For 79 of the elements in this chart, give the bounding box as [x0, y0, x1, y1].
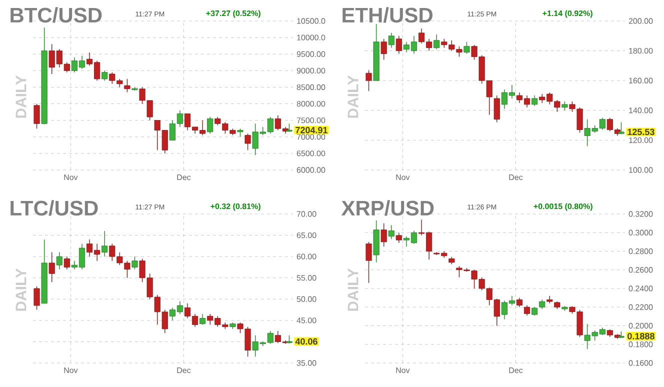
y-tick-label: 7500.00 [296, 117, 326, 124]
x-tick-label: Nov [64, 174, 78, 180]
candlestick [380, 222, 387, 247]
y-tick-label: 100.00 [629, 167, 653, 173]
candlestick [48, 252, 55, 282]
x-tick-label: Nov [64, 368, 78, 374]
candlestick [388, 224, 394, 240]
candlestick [102, 230, 108, 257]
candlestick [64, 256, 70, 270]
y-tick-label: 70.00 [296, 211, 316, 217]
candlestick [132, 256, 138, 270]
y-tick-label: 8500.00 [296, 84, 326, 90]
candlestick [524, 304, 530, 316]
text: +37.27 (0.52%) [206, 10, 260, 18]
text: +0.32 (0.81%) [210, 203, 260, 211]
y-tick-label: 10000.0 [297, 34, 326, 40]
y-tick-label: 50.00 [296, 296, 316, 302]
candlestick [388, 32, 394, 48]
y-tick-label: 10500.0 [297, 18, 326, 24]
y-tick-label: 0.3000 [628, 230, 653, 236]
candlestick [34, 286, 40, 310]
y-tick-label: 180.00 [629, 48, 653, 54]
y-tick-label: 0.2200 [628, 304, 653, 310]
x-tick-label: Dec [509, 174, 523, 180]
x-tick-label: Dec [509, 368, 523, 374]
chart-title: LTC/USD [10, 200, 98, 216]
annotation: 7204.91 [296, 126, 328, 134]
y-tick-label: 55.00 [296, 275, 316, 281]
candlestick [532, 95, 538, 106]
candlestick [516, 297, 523, 308]
candlestick [200, 314, 206, 326]
candlestick [539, 299, 546, 310]
y-tick-label: 0.2400 [628, 286, 653, 292]
text: +1.14 (0.92%) [542, 10, 592, 18]
chart-title: XRP/USD [341, 200, 434, 216]
candlestick [366, 242, 372, 284]
candlestick [244, 133, 251, 150]
candlestick [396, 36, 402, 54]
x-tick-label: Dec [177, 368, 191, 374]
x-tick-label: Dec [177, 174, 191, 180]
annotation: 40.06 [295, 338, 318, 345]
y-tick-label: 0.3200 [628, 211, 653, 217]
candlestick [102, 70, 108, 81]
candlestick [464, 42, 470, 54]
candlestick [366, 70, 372, 92]
y-tick-label: 6000.00 [296, 167, 326, 173]
candlestick [380, 38, 387, 60]
y-tick-label: 9000.00 [296, 68, 326, 74]
text: +0.0015 (0.80%) [534, 203, 592, 211]
y-tick-label: 9500.00 [296, 51, 326, 57]
candlestick [396, 232, 402, 244]
candlestick [494, 95, 500, 123]
y-tick-label: 0.2800 [628, 248, 653, 254]
x-tick-label: Nov [396, 174, 410, 180]
annotation: 125.53 [628, 128, 654, 136]
y-tick-label: 65.00 [296, 232, 316, 238]
y-tick-label: 8000.00 [296, 100, 326, 107]
candlestick [56, 252, 62, 270]
chart-title: ETH/USD [342, 7, 432, 23]
candlestick [434, 34, 440, 50]
y-tick-label: 120.00 [629, 137, 653, 144]
candlestick [34, 103, 40, 129]
chart-title: BTC/USD [10, 7, 102, 23]
y-tick-label: 0.1800 [628, 342, 653, 348]
x-tick-label: Nov [396, 368, 410, 374]
candlestick [207, 116, 214, 134]
y-tick-label: 45.00 [296, 318, 316, 324]
y-tick-label: 60.00 [296, 254, 316, 260]
y-tick-label: 0.2600 [628, 267, 653, 273]
y-tick-label: 35.00 [296, 360, 316, 366]
y-tick-label: 7000.00 [296, 134, 326, 140]
y-tick-label: 0.2000 [628, 322, 653, 329]
y-tick-label: 0.1600 [628, 360, 653, 366]
y-tick-label: 140.00 [629, 108, 653, 114]
annotation: 0.1888 [628, 332, 654, 340]
candlestick [124, 78, 130, 93]
y-tick-label: 200.00 [628, 18, 653, 24]
y-tick-label: 6500.00 [296, 150, 326, 156]
y-tick-label: 160.00 [629, 78, 653, 84]
